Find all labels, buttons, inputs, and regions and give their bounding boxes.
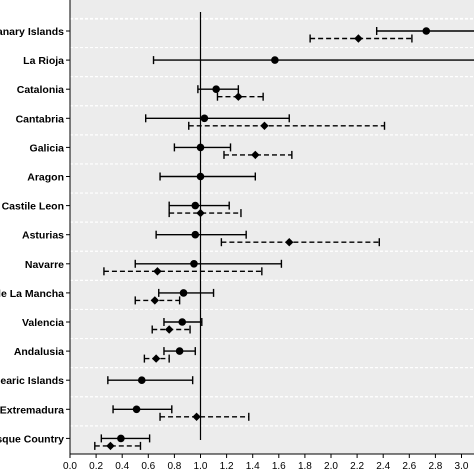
x-tick-label: 2.8 — [428, 461, 442, 472]
category-label: asque Country — [0, 433, 64, 445]
estimate-circle — [191, 201, 200, 210]
estimate-circle — [179, 289, 188, 297]
category-label: Galicia — [30, 142, 65, 154]
estimate-diamond — [285, 238, 294, 247]
estimate-diamond — [150, 296, 160, 305]
category-label: Castile Leon — [2, 201, 64, 213]
category-label: Valencia — [22, 317, 64, 329]
estimate-circle — [178, 318, 187, 326]
x-tick-label: 2.6 — [402, 461, 416, 472]
estimate-diamond — [234, 92, 243, 101]
estimate-circle — [196, 172, 205, 181]
x-axis-ticks: 0.0 0.2 0.4 0.6 0.8 1.0 1.2 1.4 1.6 1.8 2.0 2.2 2.4 2… — [63, 454, 469, 472]
x-tick-label: 2.0 — [324, 461, 338, 472]
estimate-circle — [175, 347, 184, 355]
x-tick-label: 0.2 — [89, 461, 103, 472]
estimate-circle — [191, 230, 200, 239]
estimate-circle — [132, 405, 141, 414]
category-label: Canary Islands — [0, 26, 64, 38]
estimate-diamond — [153, 267, 162, 276]
category-label: Navarre — [25, 259, 64, 271]
x-tick-label: 1.2 — [220, 461, 234, 472]
category-label: Asturias — [22, 230, 64, 242]
x-tick-label: 1.8 — [298, 461, 312, 472]
interval-marks — [94, 27, 474, 451]
x-tick-label: 1.0 — [194, 461, 208, 472]
x-tick-label: 1.6 — [272, 461, 286, 472]
estimate-diamond — [192, 412, 201, 421]
x-tick-label: 0.6 — [141, 461, 155, 472]
x-tick-label: 0.0 — [63, 461, 77, 472]
estimate-diamond — [354, 34, 363, 43]
estimate-circle — [200, 114, 209, 123]
estimate-diamond — [196, 208, 205, 218]
estimate-diamond — [260, 121, 269, 130]
category-label: Aragon — [27, 172, 64, 184]
x-tick-label: 0.8 — [167, 461, 181, 472]
category-label: Andalusia — [14, 346, 64, 358]
estimate-circle — [271, 56, 279, 64]
plot-area — [70, 0, 474, 454]
category-label: ile La Mancha — [0, 288, 64, 300]
x-tick-label: 3.0 — [455, 461, 469, 472]
x-tick-label: 0.4 — [115, 461, 129, 472]
y-axis-labels: Canary Islands La Rioja Catalonia Cantabria… — [0, 26, 70, 445]
gridlines — [70, 17, 474, 456]
x-tick-label: 1.4 — [246, 461, 260, 472]
estimate-circle — [422, 27, 431, 35]
estimate-diamond — [151, 354, 161, 363]
category-label: Catalonia — [17, 84, 64, 96]
estimate-circle — [212, 85, 220, 93]
estimate-circle — [137, 376, 146, 385]
x-tick-label: 2.2 — [350, 461, 364, 472]
estimate-circle — [196, 143, 205, 152]
category-label: Cantabria — [16, 113, 65, 125]
estimate-circle — [117, 434, 125, 443]
estimate-diamond — [164, 325, 174, 334]
category-label: alearic Islands — [0, 375, 64, 387]
estimate-diamond — [251, 150, 260, 160]
estimate-circle — [190, 260, 198, 268]
category-label: Extremadura — [0, 404, 64, 416]
estimate-diamond — [106, 441, 115, 451]
x-tick-label: 2.4 — [376, 461, 390, 472]
category-label: La Rioja — [23, 55, 64, 67]
